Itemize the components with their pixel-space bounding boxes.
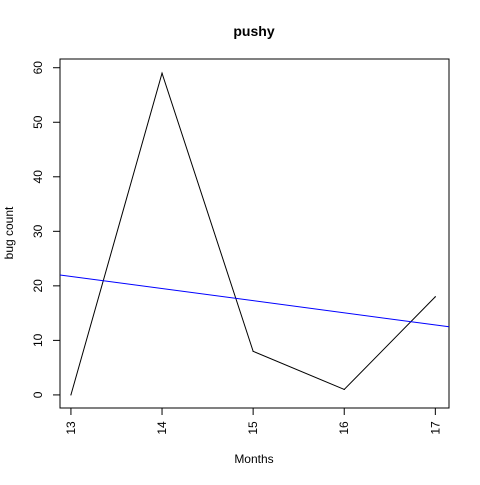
x-axis: 13 14 15 16 17	[64, 408, 442, 435]
x-tick-label: 17	[428, 421, 442, 435]
y-tick-label: 50	[31, 115, 45, 129]
data-point	[161, 72, 163, 74]
x-tick-label: 15	[246, 421, 260, 435]
y-axis: 0 10 20 30 40 50 60	[31, 61, 60, 398]
y-tick-label: 60	[31, 61, 45, 75]
y-tick-label: 40	[31, 170, 45, 184]
y-tick-label: 30	[31, 224, 45, 238]
y-axis-label: bug count	[2, 206, 16, 259]
y-tick-label: 0	[31, 391, 45, 398]
x-tick-label: 13	[64, 421, 78, 435]
data-point	[434, 296, 436, 298]
chart-title: pushy	[233, 23, 274, 39]
data-point	[252, 350, 254, 352]
data-point	[343, 388, 345, 391]
data-point	[70, 394, 72, 396]
x-tick-label: 14	[155, 421, 169, 435]
plot-frame	[59, 58, 450, 409]
series-line	[70, 71, 436, 396]
x-axis-label: Months	[234, 452, 273, 466]
y-tick-label: 20	[31, 279, 45, 293]
series-layer	[59, 71, 450, 396]
y-tick-label: 10	[31, 333, 45, 347]
x-tick-label: 16	[337, 421, 351, 435]
trend-line	[59, 274, 450, 328]
